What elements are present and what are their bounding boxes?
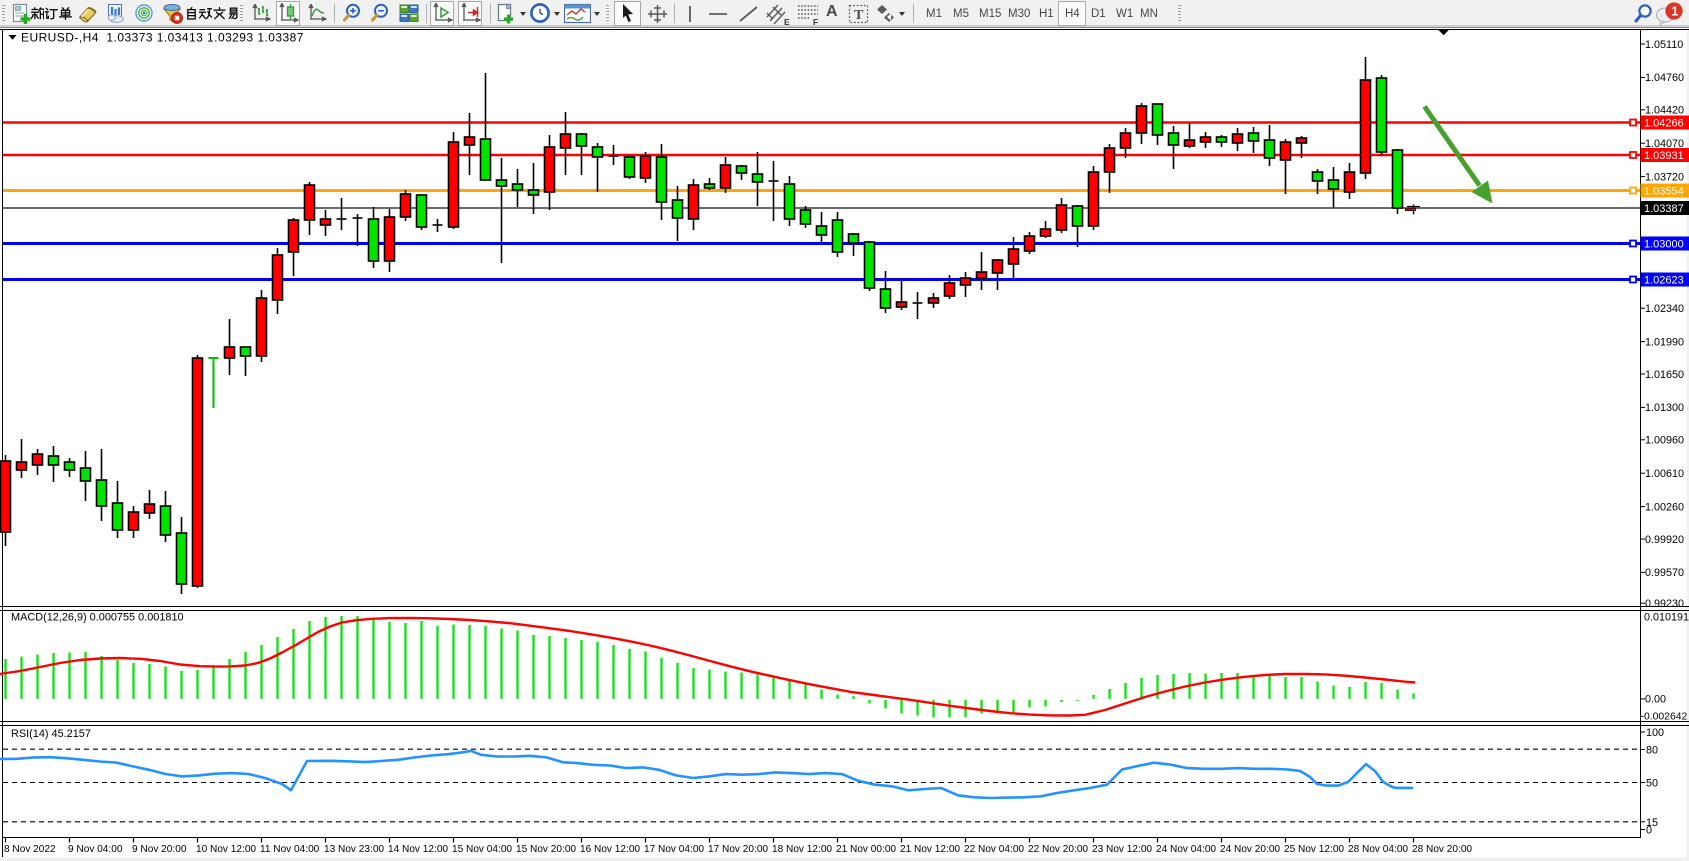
svg-text:E: E: [784, 17, 790, 26]
svg-text:28 Nov 20:00: 28 Nov 20:00: [1412, 844, 1472, 855]
svg-text:1.04760: 1.04760: [1645, 72, 1684, 84]
svg-text:1.00260: 1.00260: [1645, 501, 1684, 513]
svg-text:11 Nov 04:00: 11 Nov 04:00: [260, 844, 320, 855]
svg-text:17 Nov 20:00: 17 Nov 20:00: [708, 844, 768, 855]
svg-text:80: 80: [1646, 745, 1658, 757]
svg-text:18 Nov 12:00: 18 Nov 12:00: [772, 844, 832, 855]
svg-text:1.04266: 1.04266: [1644, 118, 1684, 130]
svg-text:RSI(14) 45.2157: RSI(14) 45.2157: [11, 728, 91, 740]
svg-text:EURUSD-,H4 1.03373 1.03413 1.: EURUSD-,H4 1.03373 1.03413 1.03293 1.033…: [21, 31, 304, 45]
svg-text:100: 100: [1646, 727, 1664, 739]
svg-text:1.02623: 1.02623: [1644, 275, 1684, 287]
svg-text:15 Nov 04:00: 15 Nov 04:00: [452, 844, 512, 855]
svg-text:21 Nov 00:00: 21 Nov 00:00: [836, 844, 896, 855]
svg-text:24 Nov 20:00: 24 Nov 20:00: [1220, 844, 1280, 855]
svg-text:21 Nov 12:00: 21 Nov 12:00: [900, 844, 960, 855]
svg-text:1.01990: 1.01990: [1645, 336, 1684, 348]
svg-text:24 Nov 04:00: 24 Nov 04:00: [1156, 844, 1216, 855]
svg-text:17 Nov 04:00: 17 Nov 04:00: [644, 844, 704, 855]
svg-text:1.05110: 1.05110: [1645, 39, 1683, 51]
svg-text:1.03000: 1.03000: [1644, 239, 1684, 251]
svg-text:0.99570: 0.99570: [1645, 567, 1684, 579]
svg-text:-0.002642: -0.002642: [1641, 711, 1688, 722]
svg-text:0.99920: 0.99920: [1645, 534, 1684, 546]
svg-text:16 Nov 12:00: 16 Nov 12:00: [580, 844, 640, 855]
svg-text:T: T: [854, 8, 864, 23]
svg-text:50: 50: [1646, 778, 1658, 790]
svg-text:22 Nov 04:00: 22 Nov 04:00: [964, 844, 1024, 855]
svg-text:1.03931: 1.03931: [1644, 150, 1684, 162]
svg-text:23 Nov 12:00: 23 Nov 12:00: [1092, 844, 1152, 855]
svg-text:0: 0: [1646, 825, 1652, 837]
svg-text:28 Nov 04:00: 28 Nov 04:00: [1348, 844, 1408, 855]
svg-text:8 Nov 2022: 8 Nov 2022: [4, 844, 56, 855]
svg-text:F: F: [813, 17, 818, 26]
svg-text:25 Nov 12:00: 25 Nov 12:00: [1284, 844, 1344, 855]
svg-text:1.00610: 1.00610: [1645, 468, 1684, 480]
svg-text:9 Nov 20:00: 9 Nov 20:00: [132, 844, 187, 855]
svg-text:1.04420: 1.04420: [1645, 105, 1684, 117]
svg-text:10 Nov 12:00: 10 Nov 12:00: [196, 844, 256, 855]
svg-text:1.00960: 1.00960: [1645, 435, 1684, 447]
svg-text:15 Nov 20:00: 15 Nov 20:00: [516, 844, 576, 855]
svg-text:1.04070: 1.04070: [1645, 138, 1684, 150]
svg-text:15: 15: [1646, 817, 1658, 829]
svg-text:1: 1: [1671, 3, 1678, 18]
svg-text:1.02340: 1.02340: [1645, 303, 1684, 315]
svg-text:1.03387: 1.03387: [1644, 203, 1684, 215]
svg-text:1.03554: 1.03554: [1644, 186, 1684, 198]
svg-text:0.99230: 0.99230: [1645, 598, 1684, 610]
svg-text:22 Nov 20:00: 22 Nov 20:00: [1028, 844, 1088, 855]
svg-text:13 Nov 23:00: 13 Nov 23:00: [324, 844, 384, 855]
svg-text:1.01300: 1.01300: [1645, 402, 1684, 414]
svg-text:0.010191: 0.010191: [1644, 612, 1689, 624]
svg-text:9 Nov 04:00: 9 Nov 04:00: [68, 844, 123, 855]
svg-text:1.03720: 1.03720: [1645, 171, 1684, 183]
svg-text:MACD(12,26,9) 0.000755 0.00181: MACD(12,26,9) 0.000755 0.001810: [11, 612, 184, 624]
svg-text:0.00: 0.00: [1645, 694, 1666, 706]
svg-text:1.01650: 1.01650: [1645, 369, 1684, 381]
svg-text:14 Nov 12:00: 14 Nov 12:00: [388, 844, 448, 855]
